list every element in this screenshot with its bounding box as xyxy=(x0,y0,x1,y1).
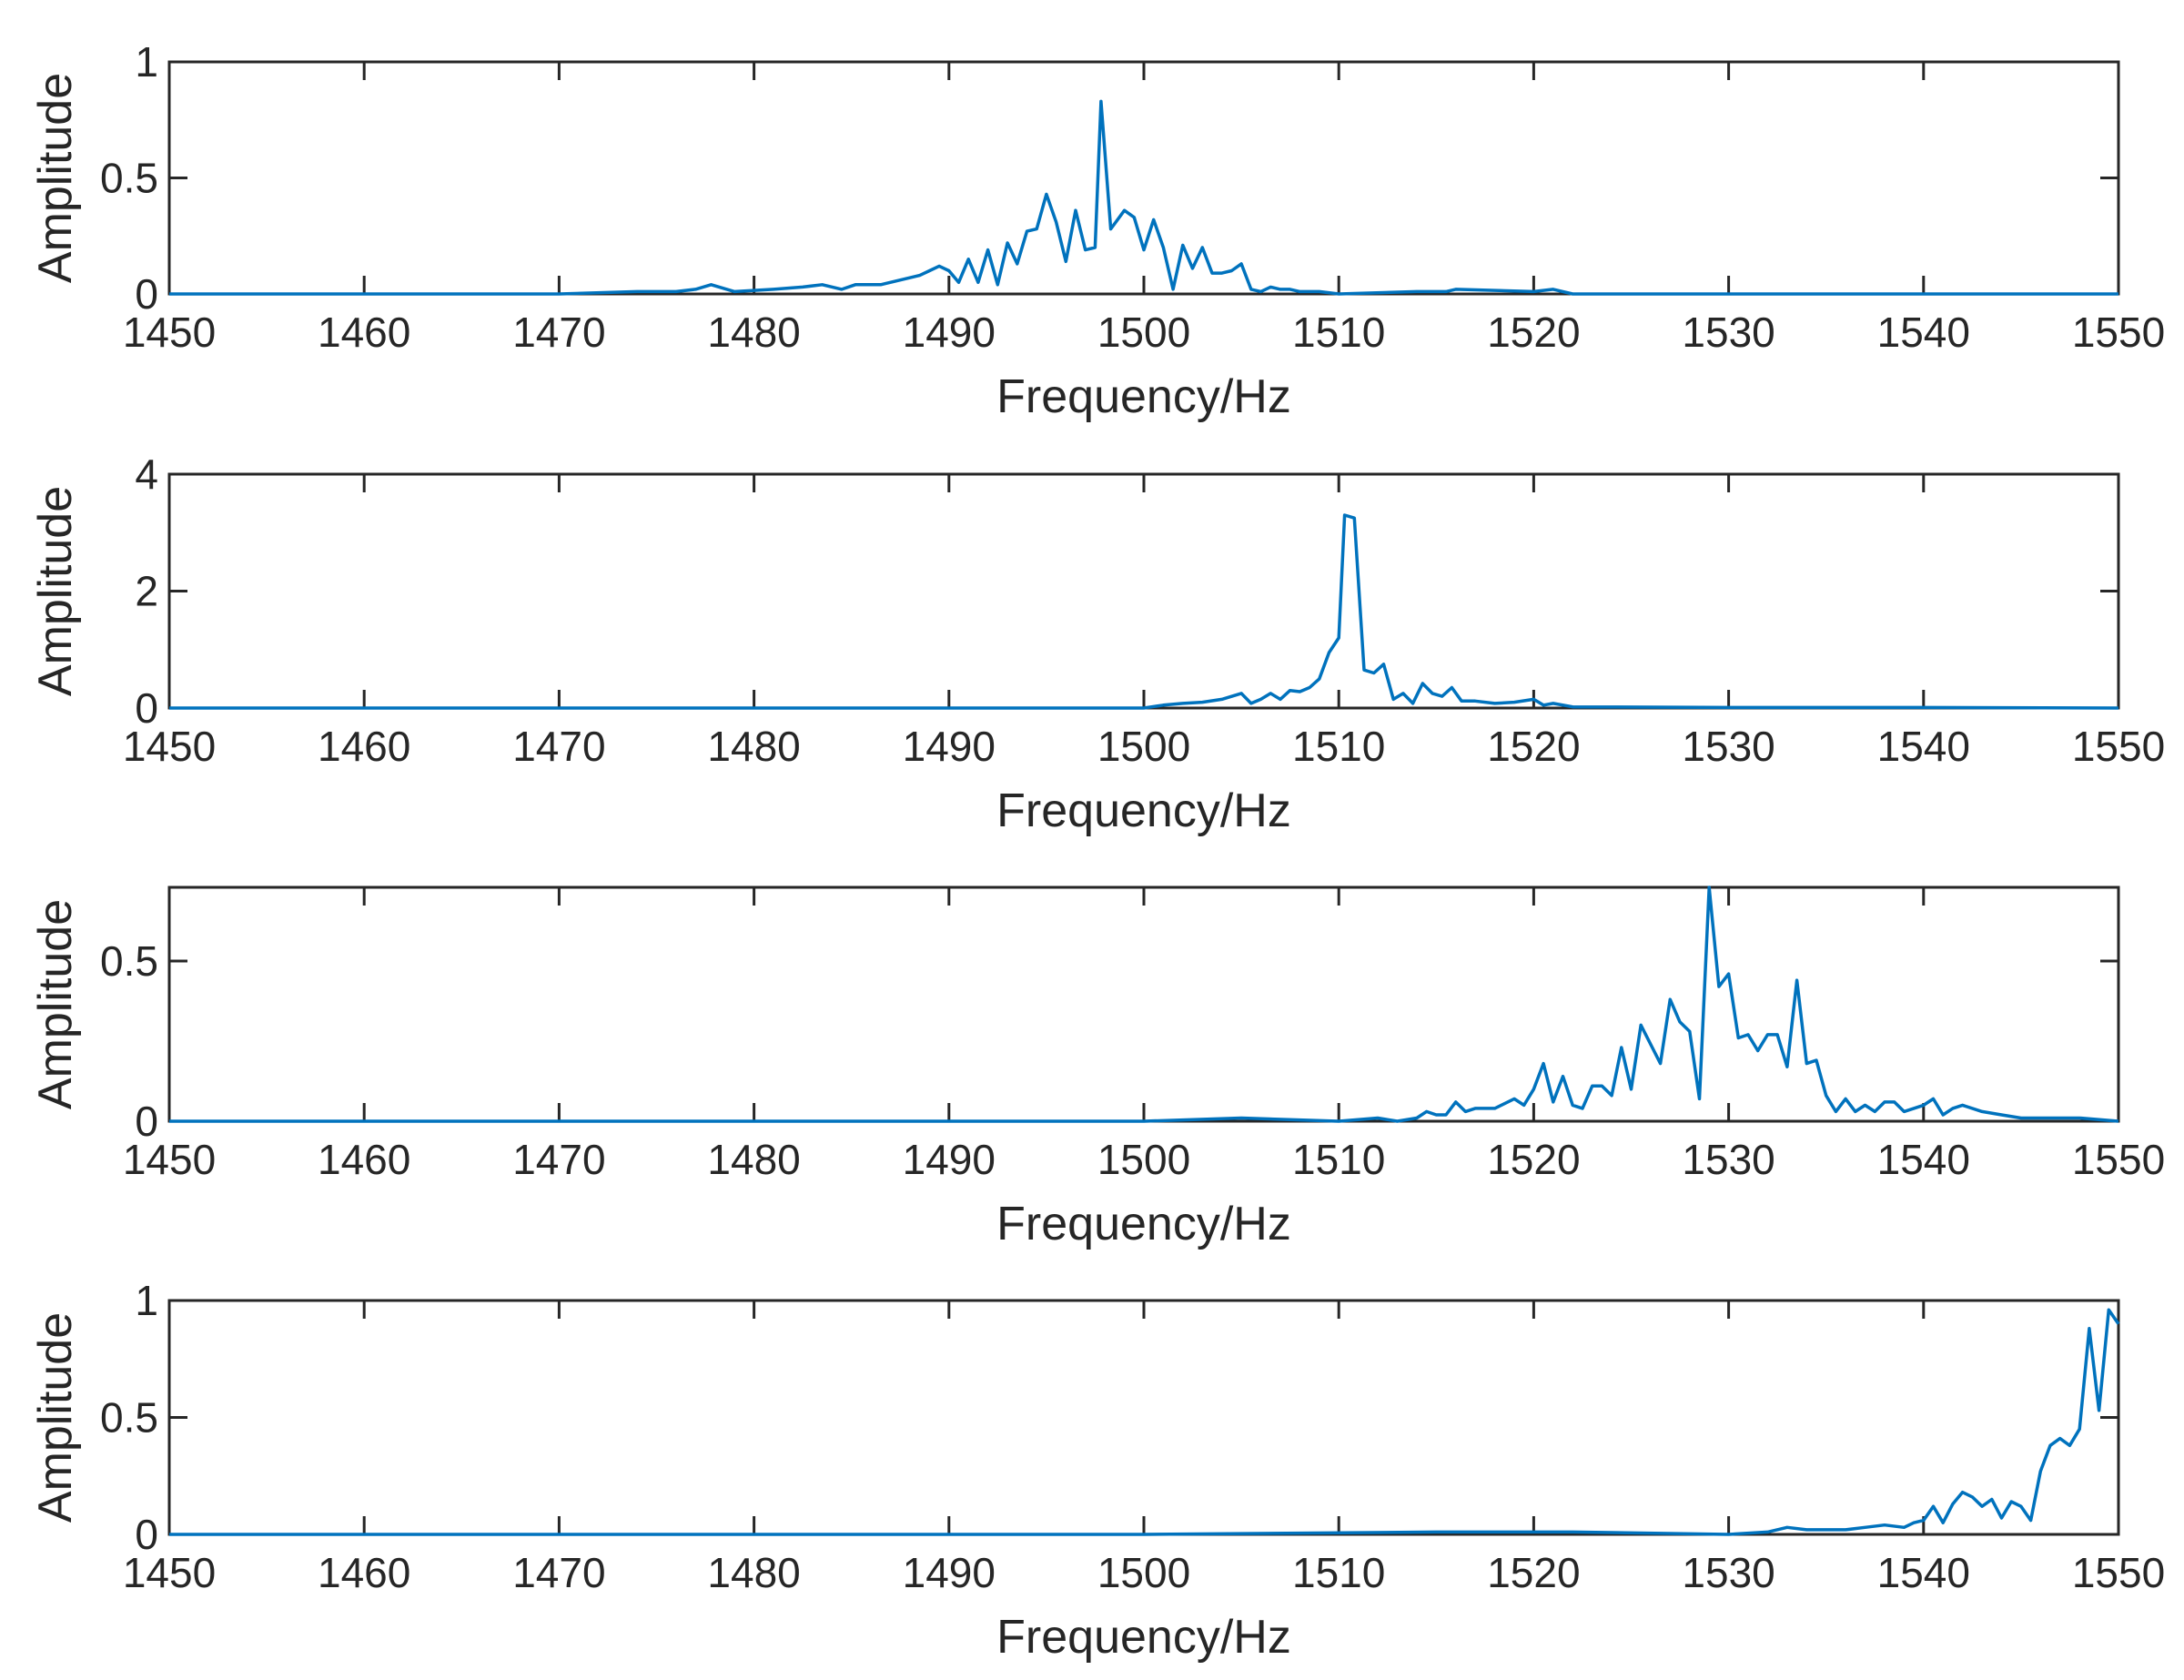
x-tick-label: 1450 xyxy=(123,723,216,770)
y-axis-title: Amplitude xyxy=(29,486,82,696)
x-tick-label: 1500 xyxy=(1097,309,1190,356)
y-axis-title: Amplitude xyxy=(29,73,82,283)
subplot-3-axes-box xyxy=(167,886,2120,1123)
x-tick-label: 1520 xyxy=(1487,1549,1580,1596)
x-tick-label: 1550 xyxy=(2072,723,2165,770)
y-tick-label: 0.5 xyxy=(100,1394,158,1442)
y-tick-label: 0.5 xyxy=(100,155,158,202)
y-axis-title: Amplitude xyxy=(29,1312,82,1523)
x-tick-label: 1500 xyxy=(1097,1136,1190,1183)
subplot-3: 1450 1460 1470 1480 1490 1500 1510 1520 1530 1540… xyxy=(29,886,2165,1250)
x-tick-label: 1550 xyxy=(2072,309,2165,356)
y-tick-label: 0 xyxy=(135,684,158,732)
x-tick-label: 1470 xyxy=(512,1136,605,1183)
x-tick-label: 1510 xyxy=(1292,723,1385,770)
x-tick-label: 1460 xyxy=(318,1549,410,1596)
x-tick-label: 1490 xyxy=(903,723,996,770)
subplot-4-series-line xyxy=(169,1308,2120,1536)
x-tick-label: 1480 xyxy=(707,309,800,356)
x-tick-label: 1460 xyxy=(318,309,410,356)
x-tick-label: 1520 xyxy=(1487,1136,1580,1183)
subplot-2-series-line xyxy=(169,513,2119,710)
x-tick-label: 1450 xyxy=(123,1136,216,1183)
subplot-1: 1450 1460 1470 1480 1490 1500 1510 1520 1530 1540… xyxy=(29,38,2165,423)
x-tick-label: 1530 xyxy=(1682,1549,1774,1596)
x-tick-label: 1470 xyxy=(512,723,605,770)
x-axis-title: Frequency/Hz xyxy=(996,1611,1291,1664)
x-tick-label: 1470 xyxy=(512,1549,605,1596)
x-tick-label: 1450 xyxy=(123,309,216,356)
x-axis-title: Frequency/Hz xyxy=(996,370,1291,423)
x-tick-label: 1540 xyxy=(1877,309,1970,356)
x-tick-label: 1540 xyxy=(1877,723,1970,770)
x-tick-label: 1480 xyxy=(707,1549,800,1596)
subplot-4-axes-box xyxy=(167,1299,2120,1536)
x-tick-label: 1490 xyxy=(903,1549,996,1596)
x-axis-title: Frequency/Hz xyxy=(996,1198,1291,1250)
y-tick-label: 2 xyxy=(135,568,158,615)
y-tick-label: 0 xyxy=(135,270,158,318)
subplot-4: 1450 1460 1470 1480 1490 1500 1510 1520 1530 1540… xyxy=(29,1277,2165,1664)
x-tick-label: 1530 xyxy=(1682,723,1774,770)
y-tick-label: 1 xyxy=(135,38,158,86)
subplot-3-series-line xyxy=(169,886,2119,1123)
x-tick-label: 1480 xyxy=(707,1136,800,1183)
subplot-2-axes-box xyxy=(167,472,2120,710)
x-tick-label: 1530 xyxy=(1682,1136,1774,1183)
subplot-1-axes-box xyxy=(167,60,2120,296)
x-tick-label: 1520 xyxy=(1487,723,1580,770)
y-tick-label: 4 xyxy=(135,450,158,498)
x-tick-label: 1490 xyxy=(903,1136,996,1183)
x-tick-label: 1460 xyxy=(318,723,410,770)
x-tick-label: 1470 xyxy=(512,309,605,356)
x-tick-label: 1480 xyxy=(707,723,800,770)
y-tick-label: 0 xyxy=(135,1098,158,1145)
x-tick-label: 1500 xyxy=(1097,723,1190,770)
x-axis-title: Frequency/Hz xyxy=(996,784,1291,837)
x-tick-label: 1540 xyxy=(1877,1549,1970,1596)
x-tick-label: 1510 xyxy=(1292,1549,1385,1596)
x-tick-label: 1540 xyxy=(1877,1136,1970,1183)
y-tick-label: 0.5 xyxy=(100,937,158,985)
x-tick-label: 1500 xyxy=(1097,1549,1190,1596)
x-tick-label: 1460 xyxy=(318,1136,410,1183)
x-tick-label: 1550 xyxy=(2072,1136,2165,1183)
y-axis-title: Amplitude xyxy=(29,899,82,1109)
x-tick-label: 1510 xyxy=(1292,309,1385,356)
x-tick-label: 1520 xyxy=(1487,309,1580,356)
subplot-2: 1450 1460 1470 1480 1490 1500 1510 1520 1530 1540… xyxy=(29,450,2165,837)
x-tick-label: 1550 xyxy=(2072,1549,2165,1596)
subplot-1-series-line xyxy=(169,99,2118,296)
y-tick-label: 1 xyxy=(135,1277,158,1324)
x-tick-label: 1450 xyxy=(123,1549,216,1596)
x-tick-label: 1490 xyxy=(903,309,996,356)
x-tick-label: 1530 xyxy=(1682,309,1774,356)
y-tick-label: 0 xyxy=(135,1511,158,1558)
x-tick-label: 1510 xyxy=(1292,1136,1385,1183)
